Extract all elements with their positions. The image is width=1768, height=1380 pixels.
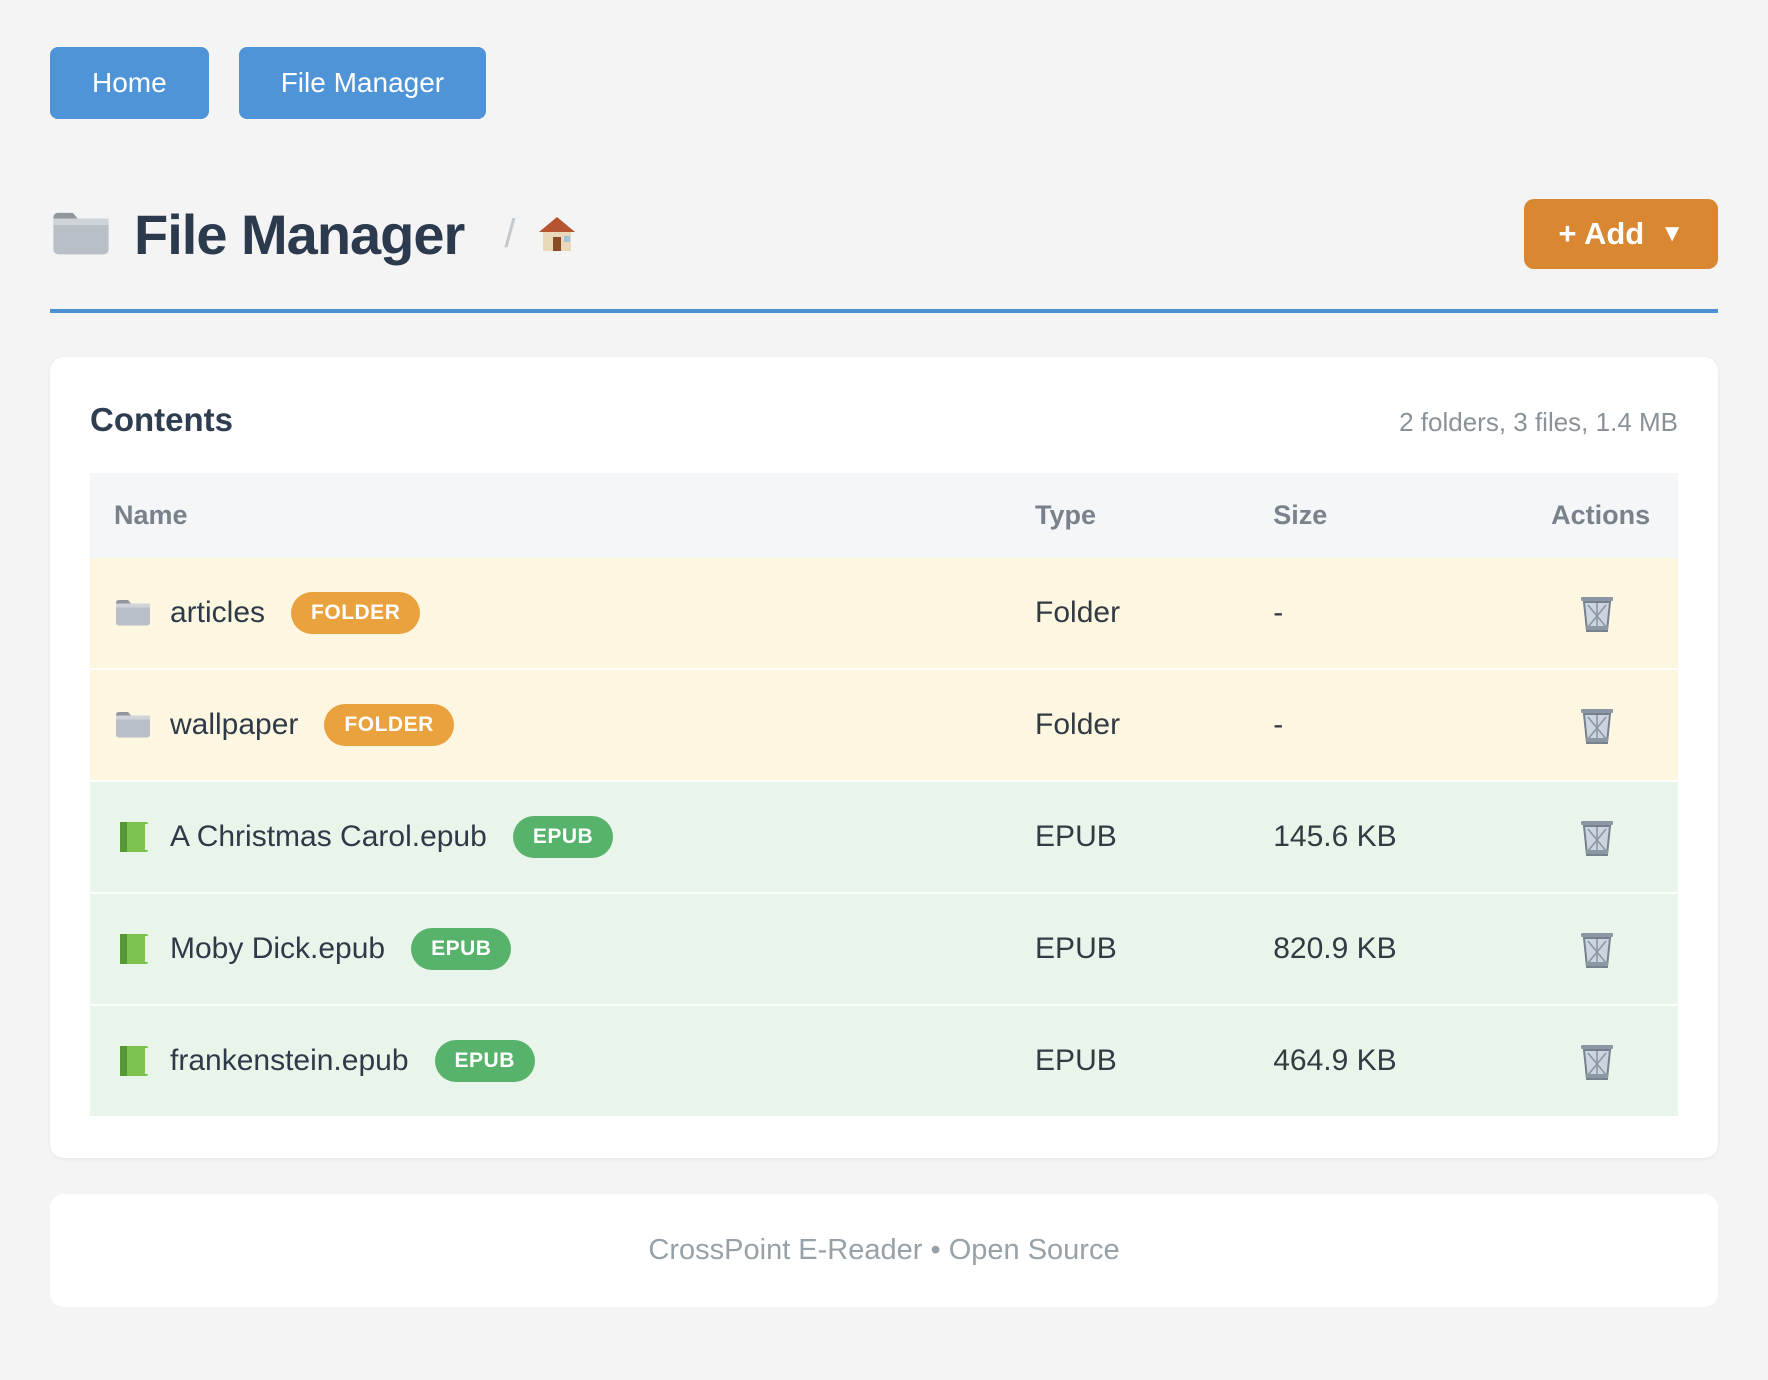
file-type: EPUB [1035,932,1117,965]
footer: CrossPoint E-Reader • Open Source [50,1194,1718,1307]
file-size: 464.9 KB [1273,1044,1397,1077]
top-nav: Home File Manager [50,47,1718,119]
column-header-actions: Actions [1551,500,1651,530]
footer-text: CrossPoint E-Reader • Open Source [648,1234,1120,1266]
file-name[interactable]: Moby Dick.epub [170,932,386,965]
trash-icon [1579,705,1615,745]
file-kind-badge: EPUB [434,1040,535,1082]
file-type-icon [114,821,152,853]
file-table: Name Type Size Actions articles FOLDER F… [90,473,1678,1116]
file-manager-button[interactable]: File Manager [238,47,487,119]
column-header-type: Type [1035,500,1097,530]
trash-icon [1579,817,1615,857]
delete-button[interactable] [1579,929,1615,969]
delete-button[interactable] [1579,1041,1615,1081]
table-row: wallpaper FOLDER Folder - [90,669,1678,781]
file-type-icon [114,933,152,965]
file-kind-badge: FOLDER [324,704,454,746]
contents-card: Contents 2 folders, 3 files, 1.4 MB Name… [50,357,1718,1158]
trash-icon [1579,593,1615,633]
breadcrumb-separator: / [504,211,516,256]
file-type-icon [114,597,152,629]
file-name[interactable]: frankenstein.epub [170,1044,409,1077]
delete-button[interactable] [1579,705,1615,745]
delete-button[interactable] [1579,817,1615,857]
trash-icon [1579,1041,1615,1081]
table-row: frankenstein.epub EPUB EPUB 464.9 KB [90,1005,1678,1116]
file-type: Folder [1035,708,1121,741]
file-type: EPUB [1035,820,1117,853]
page-title: File Manager [134,202,465,266]
file-name[interactable]: wallpaper [170,708,299,741]
add-button[interactable]: + Add ▼ [1524,199,1718,269]
home-icon[interactable] [537,215,577,253]
file-type-icon [114,1045,152,1077]
contents-summary: 2 folders, 3 files, 1.4 MB [1399,407,1678,437]
table-row: Moby Dick.epub EPUB EPUB 820.9 KB [90,893,1678,1005]
column-header-name: Name [114,500,188,530]
file-kind-badge: EPUB [512,816,614,858]
table-row: A Christmas Carol.epub EPUB EPUB 145.6 K… [90,781,1678,893]
file-name[interactable]: articles [170,596,266,629]
delete-button[interactable] [1579,593,1615,633]
file-kind-badge: EPUB [411,928,512,970]
file-size: 145.6 KB [1273,820,1397,853]
file-kind-badge: FOLDER [291,592,421,634]
folder-icon [50,208,112,260]
add-button-label: + Add [1558,216,1645,251]
table-row: articles FOLDER Folder - [90,558,1678,669]
table-header-row: Name Type Size Actions [90,473,1678,558]
file-name[interactable]: A Christmas Carol.epub [170,820,487,853]
column-header-size: Size [1273,500,1328,530]
title-divider [50,309,1718,313]
file-type-icon [114,709,152,741]
file-type: EPUB [1035,1044,1117,1077]
file-size: 820.9 KB [1273,932,1397,965]
chevron-down-icon: ▼ [1660,220,1684,247]
trash-icon [1579,929,1615,969]
table-body: articles FOLDER Folder - wallpaper FOLDE… [90,558,1678,1116]
file-type: Folder [1035,596,1121,629]
file-size: - [1273,596,1284,629]
page-header: File Manager / + Add ▼ [50,199,1718,269]
file-size: - [1273,708,1284,741]
home-button[interactable]: Home [50,47,209,119]
contents-heading: Contents [90,401,233,438]
